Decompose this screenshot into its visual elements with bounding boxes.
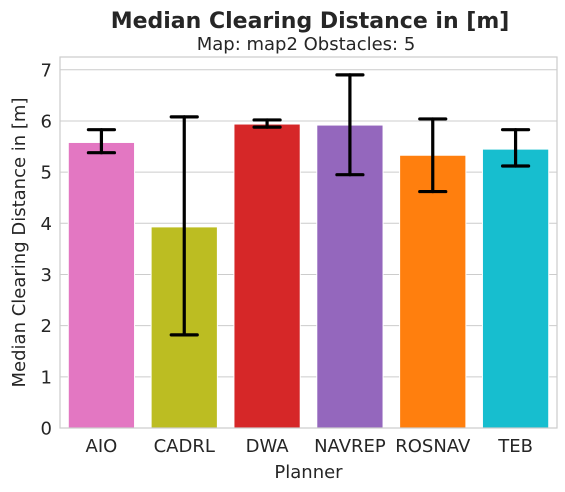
- x-tick-label: NAVREP: [314, 436, 386, 457]
- gridlines: [60, 69, 557, 429]
- error-bar-teb: [500, 128, 531, 168]
- error-bar-dwa: [252, 118, 282, 129]
- error-bar-rosnav: [418, 117, 448, 194]
- x-tick-label: AIO: [86, 436, 118, 457]
- y-tick-labels: 0 1 2 3 4 5 6 7: [41, 60, 52, 439]
- chart-title: Median Clearing Distance in [m]: [111, 9, 510, 34]
- y-tick-label: 0: [41, 419, 52, 440]
- x-tick-label: TEB: [497, 436, 533, 457]
- y-tick-label: 2: [41, 316, 52, 337]
- bar-aio: [67, 141, 136, 429]
- error-bar-aio: [86, 128, 117, 155]
- bar-teb: [481, 148, 550, 429]
- y-tick-label: 1: [41, 367, 52, 388]
- error-bar-navrep: [335, 73, 365, 177]
- plot-frame: [59, 56, 558, 429]
- x-axis-label: Planner: [274, 462, 343, 483]
- y-tick-label: 7: [41, 60, 52, 81]
- x-tick-label: DWA: [246, 436, 290, 457]
- bars: [67, 123, 550, 429]
- bar-rosnav: [399, 154, 467, 429]
- error-bars: [86, 73, 531, 337]
- y-tick-label: 5: [41, 163, 52, 184]
- x-tick-label: ROSNAV: [395, 436, 471, 457]
- bar-dwa: [233, 123, 301, 429]
- chart-subtitle: Map: map2 Obstacles: 5: [197, 34, 416, 55]
- y-tick-label: 3: [41, 265, 52, 286]
- y-axis-label: Median Clearing Distance in [m]: [9, 98, 30, 388]
- x-tick-label: CADRL: [154, 436, 215, 457]
- y-tick-label: 6: [41, 111, 52, 132]
- x-tick-labels: AIO CADRL DWA NAVREP ROSNAV TEB: [86, 436, 533, 457]
- error-bar-cadrl: [169, 115, 199, 337]
- y-tick-label: 4: [41, 214, 52, 235]
